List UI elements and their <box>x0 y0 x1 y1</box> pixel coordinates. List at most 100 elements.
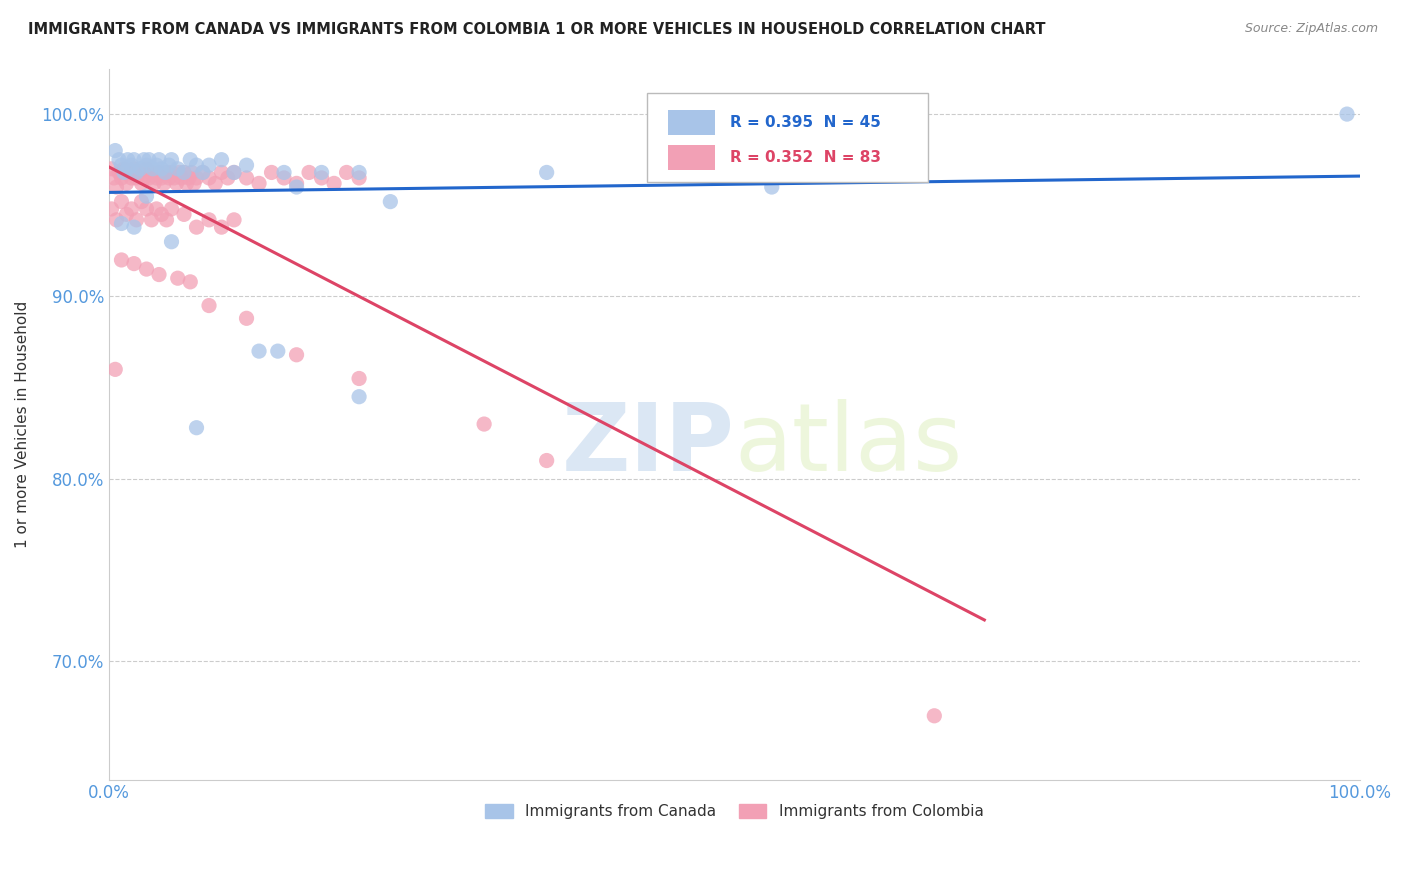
Point <box>347 165 370 179</box>
Point <box>198 170 221 185</box>
Point <box>145 170 167 185</box>
Point <box>135 262 157 277</box>
Point <box>311 165 333 179</box>
Point <box>179 275 201 289</box>
Point <box>211 153 233 167</box>
Point <box>121 202 143 216</box>
Point <box>166 271 188 285</box>
Point <box>110 194 132 209</box>
Point <box>125 165 148 179</box>
Text: Source: ZipAtlas.com: Source: ZipAtlas.com <box>1244 22 1378 36</box>
Point <box>117 161 139 176</box>
Point <box>186 170 208 185</box>
Point <box>247 177 270 191</box>
Point <box>121 170 143 185</box>
Point <box>148 165 170 179</box>
Point <box>180 165 202 179</box>
Point <box>138 170 160 185</box>
Point <box>122 257 145 271</box>
Point <box>761 180 783 194</box>
Point <box>110 170 132 185</box>
Point <box>122 220 145 235</box>
Text: R = 0.395  N = 45: R = 0.395 N = 45 <box>731 115 882 129</box>
Point <box>166 161 188 176</box>
Point <box>135 158 157 172</box>
Point <box>131 194 153 209</box>
Point <box>125 212 148 227</box>
Point <box>163 170 186 185</box>
Point <box>285 348 308 362</box>
Point <box>132 153 155 167</box>
Point <box>347 371 370 385</box>
Point <box>235 311 257 326</box>
Point <box>323 177 346 191</box>
Point <box>924 708 946 723</box>
Point <box>160 153 183 167</box>
Point <box>141 212 163 227</box>
Point <box>166 177 188 191</box>
Point <box>131 177 153 191</box>
Point <box>536 165 558 179</box>
Point <box>247 344 270 359</box>
Point <box>335 165 357 179</box>
Point <box>347 390 370 404</box>
Point <box>191 165 214 179</box>
Text: R = 0.352  N = 83: R = 0.352 N = 83 <box>731 150 882 165</box>
Point <box>173 165 195 179</box>
Point <box>121 158 143 172</box>
Point <box>115 177 138 191</box>
Point <box>177 170 200 185</box>
Point <box>222 165 245 179</box>
Point <box>222 165 245 179</box>
Point <box>273 165 295 179</box>
Point <box>155 212 177 227</box>
Point <box>160 165 183 179</box>
Bar <box>668 145 716 170</box>
Point <box>135 189 157 203</box>
Point <box>198 212 221 227</box>
Y-axis label: 1 or more Vehicles in Household: 1 or more Vehicles in Household <box>15 301 30 548</box>
Point <box>160 202 183 216</box>
Point <box>148 268 170 282</box>
Point <box>125 170 148 185</box>
Point <box>298 165 321 179</box>
Point <box>179 153 201 167</box>
Legend: Immigrants from Canada, Immigrants from Colombia: Immigrants from Canada, Immigrants from … <box>479 798 990 825</box>
Point <box>173 207 195 221</box>
Point <box>122 153 145 167</box>
Point <box>198 158 221 172</box>
Point <box>150 161 173 176</box>
Point <box>110 158 132 172</box>
Point <box>135 202 157 216</box>
Point <box>143 177 166 191</box>
Point <box>142 161 165 176</box>
Point <box>148 153 170 167</box>
Point <box>273 170 295 185</box>
Point <box>105 212 128 227</box>
Point <box>100 161 122 176</box>
Point <box>170 170 193 185</box>
Point <box>235 170 257 185</box>
FancyBboxPatch shape <box>647 94 928 182</box>
Point <box>311 170 333 185</box>
Point <box>160 235 183 249</box>
Point <box>235 158 257 172</box>
Point <box>150 207 173 221</box>
Point <box>222 212 245 227</box>
Point <box>211 165 233 179</box>
Point <box>112 161 135 176</box>
Point <box>103 170 125 185</box>
Point <box>118 165 141 179</box>
Point <box>211 220 233 235</box>
Point <box>153 177 176 191</box>
Point <box>260 165 283 179</box>
Point <box>110 252 132 267</box>
Point <box>173 165 195 179</box>
Point <box>1336 107 1358 121</box>
Point <box>176 177 198 191</box>
Point <box>110 217 132 231</box>
Point <box>157 158 180 172</box>
Point <box>122 161 145 176</box>
Point <box>128 165 150 179</box>
Point <box>138 153 160 167</box>
